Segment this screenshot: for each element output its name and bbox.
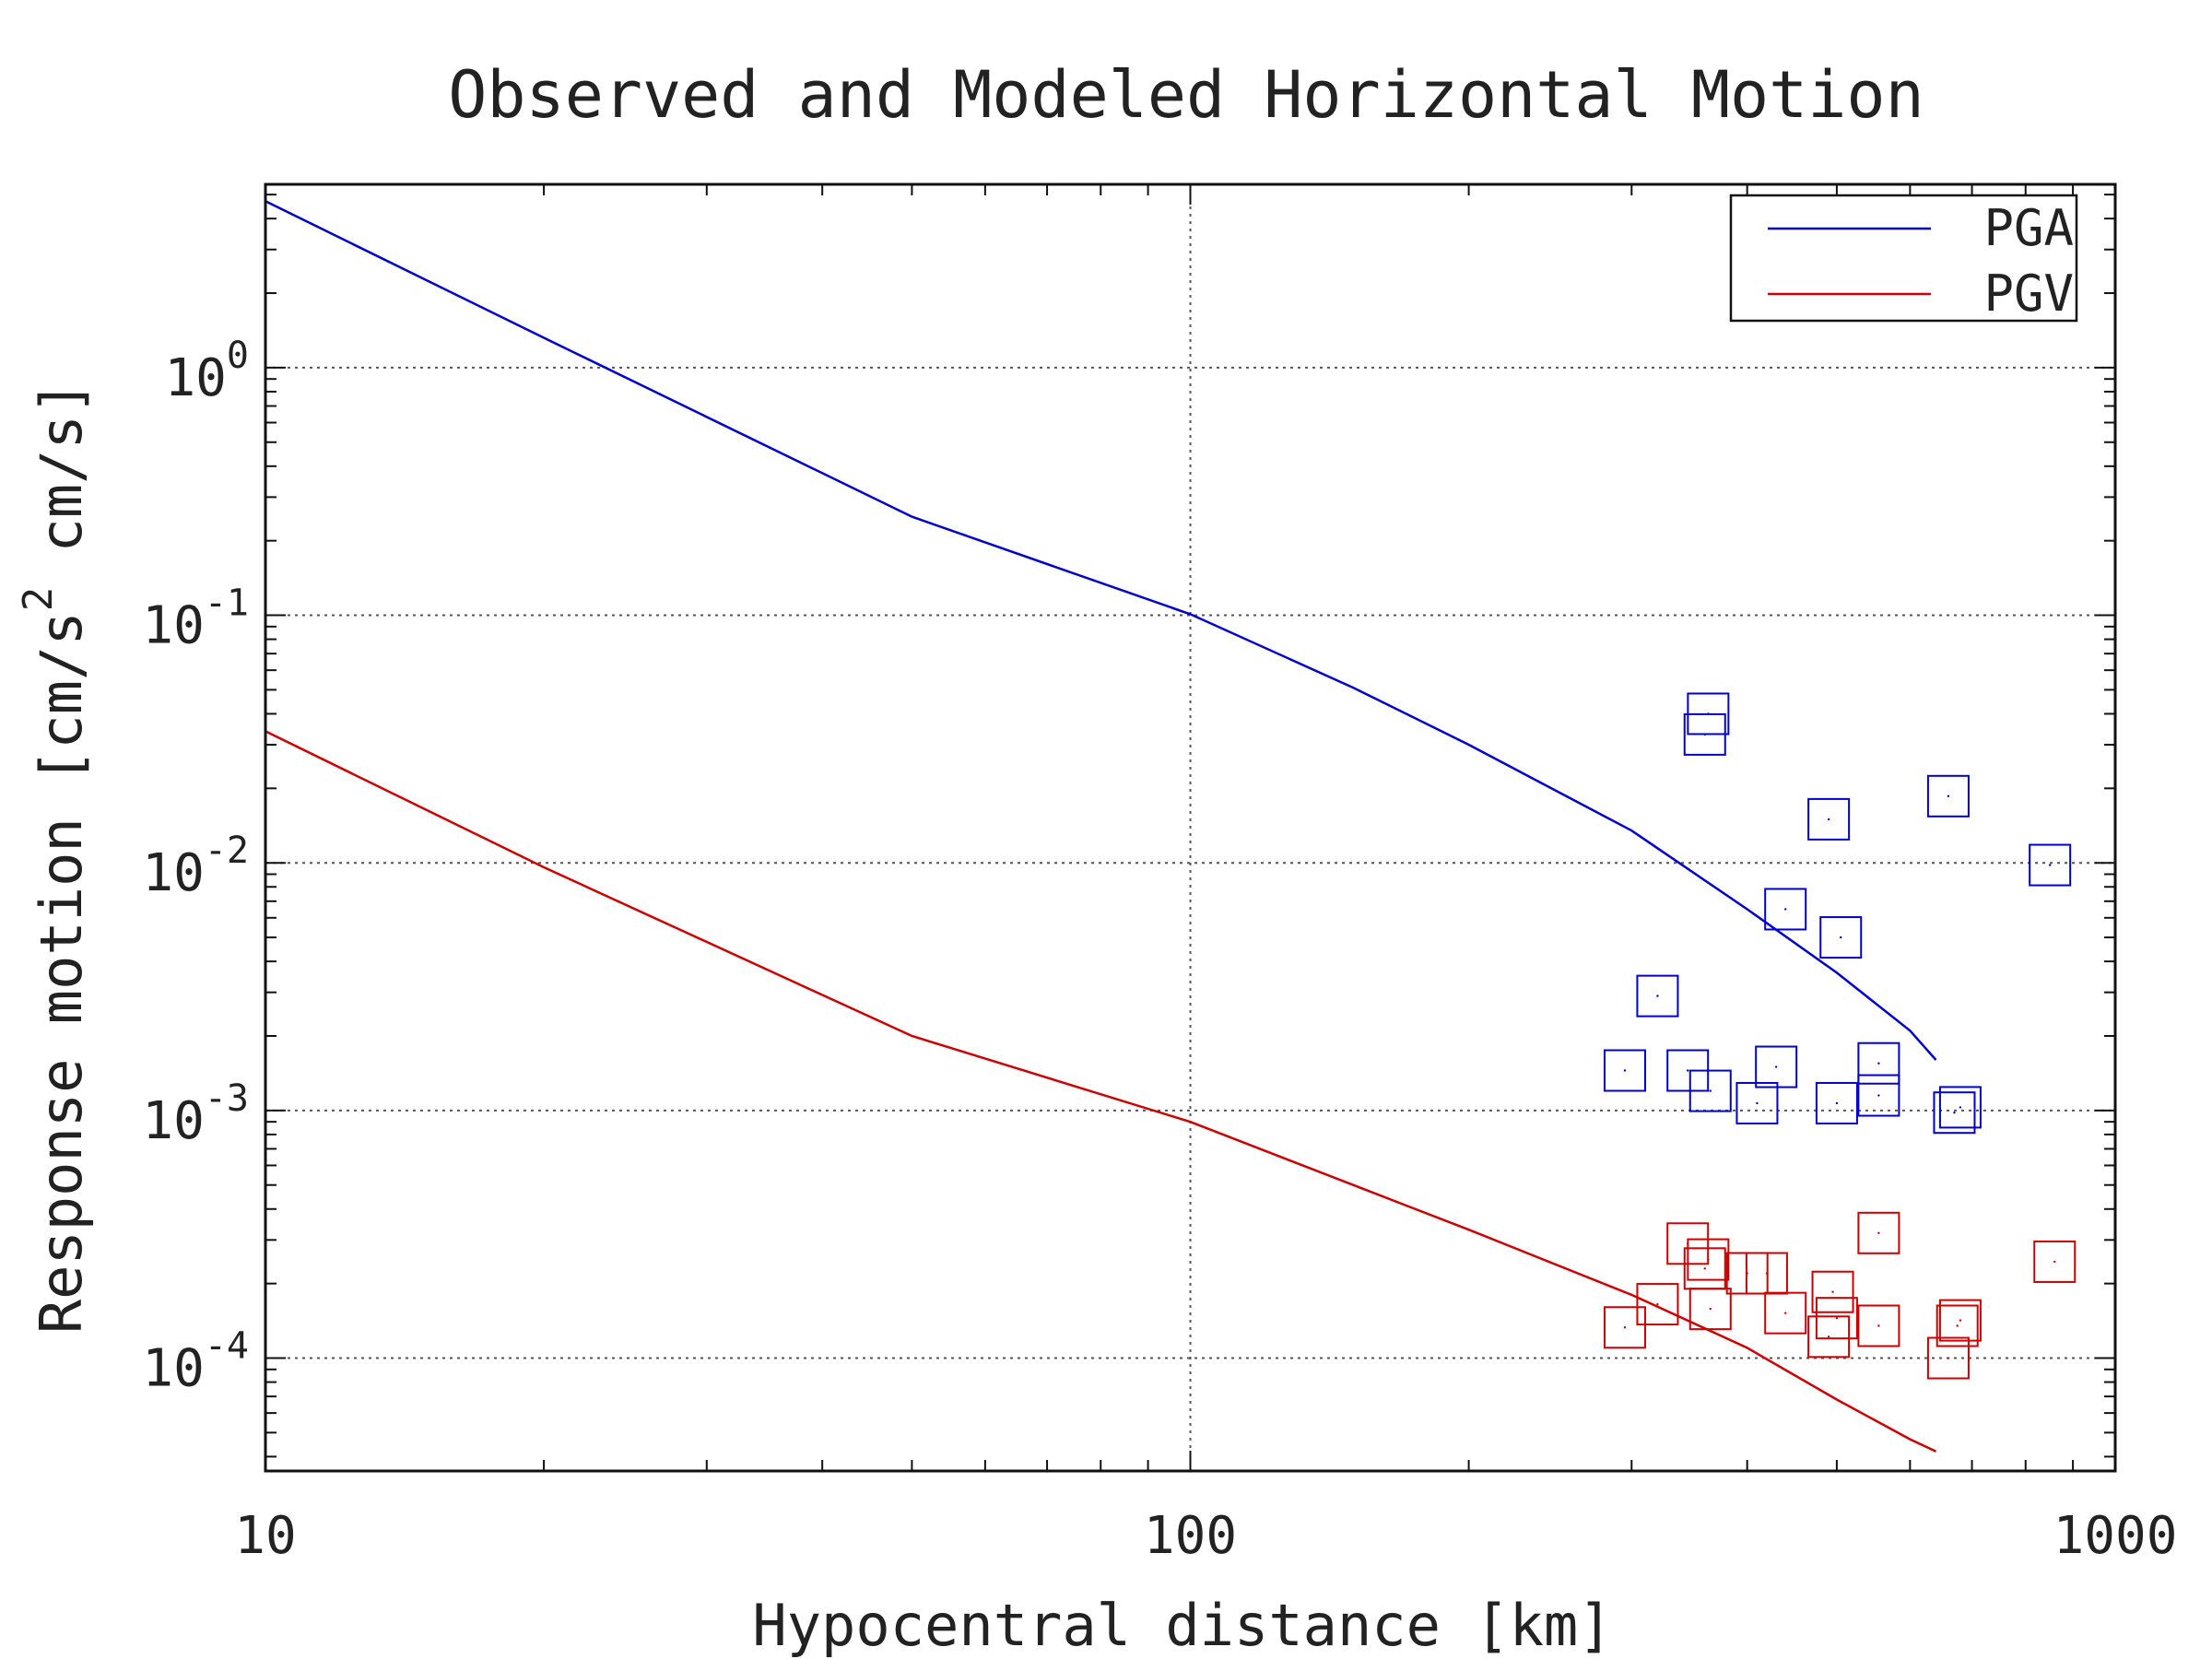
legend-label-pga: PGA [1983, 199, 2074, 257]
series-pgv [265, 730, 1937, 1453]
series-line [265, 730, 1937, 1453]
legend: PGA PGV [1729, 194, 2078, 323]
data-point-center [1840, 935, 1842, 939]
data-point-center [1774, 1065, 1778, 1068]
data-point [1857, 1304, 1900, 1347]
data-point-center [1656, 1302, 1659, 1306]
data-point [1807, 1315, 1851, 1359]
data-point [1688, 1069, 1732, 1112]
data-point [1857, 1041, 1900, 1085]
data-point-center [1756, 1101, 1759, 1105]
data-point-center [1835, 1101, 1839, 1105]
y-tick-label: 10-4 [142, 1325, 249, 1399]
data-point-center [1656, 994, 1659, 997]
data-point-center [1877, 1094, 1880, 1097]
data-point-center [1959, 1319, 1962, 1322]
series-pga-observed [1603, 692, 2072, 1135]
data-point-center [1953, 1112, 1956, 1114]
x-tick-label: 10 [234, 1506, 296, 1566]
data-point [1636, 1283, 1679, 1326]
y-tick-label: 10-2 [142, 830, 249, 903]
data-point-center [1623, 1326, 1627, 1329]
data-point [1807, 797, 1851, 841]
x-tick-labels: 10 100 1000 [234, 1506, 2177, 1566]
data-point-center [1959, 1106, 1962, 1109]
chart-title: Observed and Modeled Horizontal Motion [448, 57, 1924, 133]
data-point-center [1947, 1357, 1950, 1359]
data-point-center [1703, 1267, 1706, 1270]
data-point [1926, 1336, 1970, 1380]
legend-box [1729, 194, 2078, 323]
plot-frame [264, 182, 2117, 1473]
data-point-center [1784, 908, 1787, 911]
series-pga [265, 200, 1937, 1061]
y-tick-label: 10-3 [142, 1077, 249, 1151]
y-axis-label: Response motion [cm/s2 cm/s] [15, 381, 95, 1334]
data-point [1683, 712, 1726, 756]
data-point [2029, 843, 2072, 887]
data-point-center [1827, 1335, 1830, 1338]
y-tick-label: 10-1 [142, 582, 249, 656]
data-point [1735, 1081, 1779, 1124]
data-point-center [1687, 1069, 1689, 1072]
data-point [1755, 1045, 1798, 1088]
data-point-center [1707, 1258, 1710, 1261]
data-point-center [1623, 1069, 1627, 1072]
data-point-center [1784, 1312, 1787, 1314]
data-point-center [1709, 1089, 1712, 1092]
legend-label-pgv: PGV [1983, 265, 2074, 323]
y-tick-labels: 100 10-1 10-2 10-3 10-4 [142, 335, 249, 1399]
data-point-center [1827, 818, 1830, 821]
data-point-center [2048, 864, 2052, 866]
data-point [1815, 1081, 1858, 1124]
data-point [1603, 1306, 1646, 1349]
data-point-center [1765, 1272, 1769, 1275]
data-point [1688, 1288, 1732, 1331]
data-point-center [1835, 1316, 1839, 1320]
data-point [1603, 1049, 1646, 1092]
data-point [1936, 1304, 1979, 1347]
data-point-center [2053, 1260, 2056, 1264]
data-point [1819, 916, 1863, 959]
data-point [1764, 888, 1807, 931]
data-point [1857, 1211, 1900, 1254]
series-layer [265, 200, 2077, 1453]
data-point-center [1947, 794, 1950, 798]
data-point [1764, 1291, 1807, 1335]
data-point [1938, 1299, 1982, 1342]
data-point [1811, 1270, 1854, 1313]
data-point [1933, 1091, 1976, 1135]
data-point-center [1831, 1290, 1834, 1293]
y-tick-label: 100 [164, 335, 249, 408]
data-point-center [1956, 1324, 1959, 1327]
data-point-center [1877, 1231, 1880, 1235]
data-point [1926, 774, 1970, 818]
data-point [1857, 1074, 1900, 1117]
x-tick-label: 1000 [2053, 1506, 2178, 1566]
data-point [1815, 1297, 1858, 1340]
data-point [2033, 1240, 2077, 1283]
data-point-center [1877, 1062, 1880, 1065]
x-tick-label: 100 [1144, 1506, 1237, 1566]
data-point-center [1877, 1324, 1880, 1327]
data-point [1687, 1238, 1730, 1281]
series-line [265, 200, 1937, 1061]
data-point [1938, 1086, 1982, 1129]
data-point [1636, 974, 1679, 1018]
grid [265, 184, 2115, 1471]
data-point-center [1703, 733, 1706, 736]
data-point-center [1709, 1307, 1712, 1311]
series-pgv-observed [1603, 1211, 2077, 1380]
x-axis-label: Hypocentral distance [km] [752, 1592, 1612, 1659]
